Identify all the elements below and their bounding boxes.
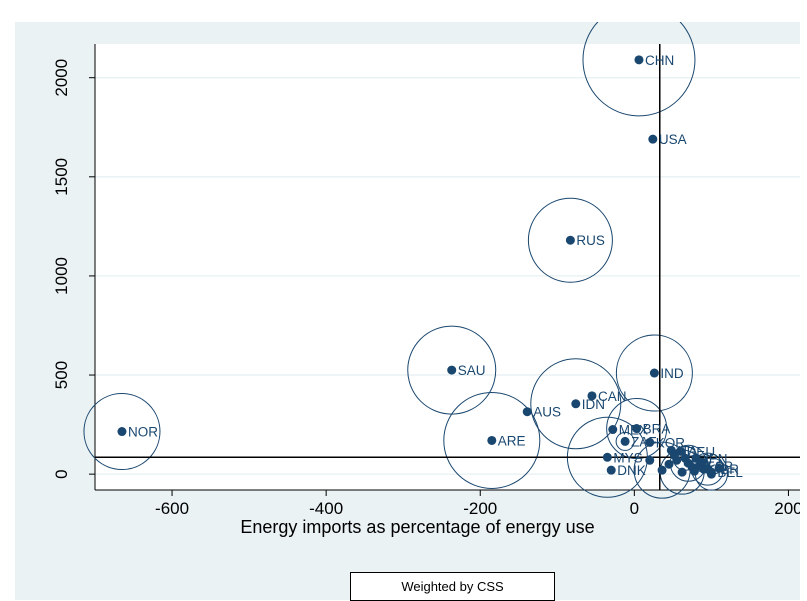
point-label-DNK: DNK: [617, 463, 646, 478]
point-unlabeled: [664, 459, 674, 469]
point-unlabeled: [714, 463, 724, 473]
point-RUS: [565, 235, 575, 245]
point-label-SAU: SAU: [458, 363, 486, 378]
point-KOR: [645, 437, 655, 447]
legend: Weighted by CSS: [350, 572, 555, 601]
bubble-IDN: [530, 358, 622, 450]
x-tick-label: -400: [309, 499, 343, 518]
point-label-USA: USA: [659, 132, 687, 147]
point-unlabeled: [689, 466, 699, 476]
bubble-IND: [615, 334, 693, 412]
point-NOR: [117, 427, 127, 437]
point-CHN: [634, 55, 644, 65]
y-tick-label: 0: [52, 469, 71, 478]
point-AUS: [522, 407, 532, 417]
point-IND: [649, 368, 659, 378]
point-unlabeled: [697, 457, 707, 467]
point-label-IDN: IDN: [582, 397, 605, 412]
y-tick-label: 1000: [52, 257, 71, 295]
x-tick-label: -600: [155, 499, 189, 518]
x-tick-label: 0: [630, 499, 639, 518]
bubble-ZAF: [615, 431, 635, 451]
chart-panel: 0 500 1000 1500 2000 -600 -400 -200 0 200 Energy i…: [15, 22, 800, 601]
point-label-MYS: MYS: [613, 450, 642, 465]
point-label-IND: IND: [660, 366, 684, 381]
point-unlabeled: [677, 467, 687, 477]
bubble-ARE: [443, 391, 541, 489]
point-label-RUS: RUS: [576, 233, 605, 248]
point-IDN: [571, 399, 581, 409]
point-unlabeled: [669, 450, 679, 460]
point-label-BRA: BRA: [643, 422, 671, 437]
point-MEX: [608, 425, 618, 435]
y-tick-label: 1500: [52, 158, 71, 196]
point-SAU: [447, 365, 457, 375]
scatter-chart: 0 500 1000 1500 2000 -600 -400 -200 0 200 Energy i…: [52, 22, 800, 537]
y-tick-label: 2000: [52, 59, 71, 97]
point-label-ARE: ARE: [498, 433, 526, 448]
point-CAN: [587, 391, 597, 401]
point-label-KOR: KOR: [656, 435, 686, 450]
bubble-RUS: [527, 197, 613, 283]
point-ARE: [487, 435, 497, 445]
bubble-CHN: [582, 22, 696, 117]
legend-text: Weighted by CSS: [401, 579, 504, 594]
x-tick-label: 200: [774, 499, 800, 518]
plot-area: [95, 44, 800, 490]
point-label-AUS: AUS: [533, 405, 561, 420]
x-axis-title: Energy imports as percentage of energy u…: [240, 517, 594, 537]
point-BRA: [632, 424, 642, 434]
point-label-CHN: CHN: [645, 53, 674, 68]
point-label-BEL: BEL: [717, 465, 743, 480]
point-MYS: [602, 452, 612, 462]
point-unlabeled: [645, 455, 655, 465]
point-USA: [648, 134, 658, 144]
point-unlabeled: [680, 453, 690, 463]
point-unlabeled: [657, 465, 667, 475]
point-ZAF: [620, 436, 630, 446]
point-label-ITA: ITA: [677, 443, 697, 458]
x-tick-label: -200: [463, 499, 497, 518]
point-unlabeled: [706, 469, 716, 479]
point-label-JPN: JPN: [702, 451, 728, 466]
y-tick-label: 500: [52, 361, 71, 389]
point-DNK: [606, 465, 616, 475]
point-label-CAN: CAN: [598, 389, 627, 404]
point-label-NOR: NOR: [128, 425, 158, 440]
bubble-NOR: [83, 393, 161, 471]
